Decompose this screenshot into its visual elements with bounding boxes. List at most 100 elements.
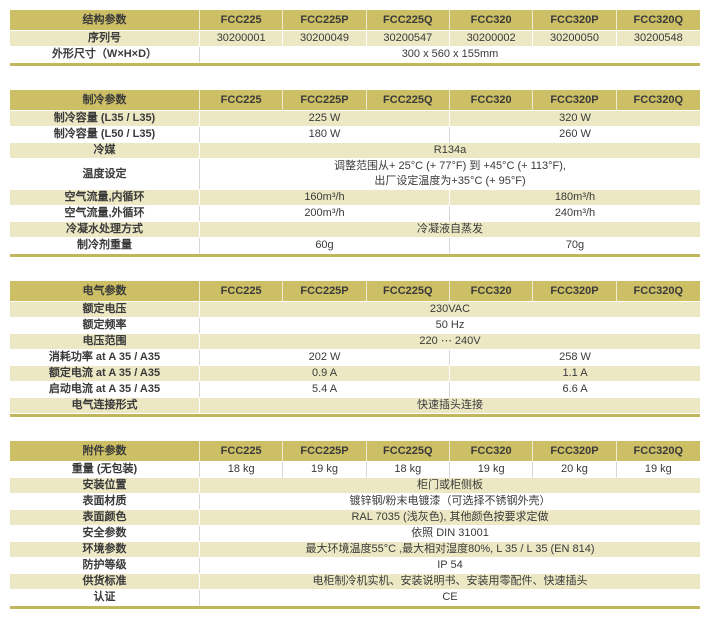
row-mounting-position: 安装位置 柜门或柜侧板 [10, 478, 700, 494]
power-value-320: 258 W [449, 350, 700, 366]
serial-value: 30200001 [200, 31, 284, 47]
serial-value: 30200049 [283, 31, 367, 47]
row-label: 外形尺寸（W×H×D） [10, 47, 200, 63]
row-label: 额定频率 [10, 318, 200, 334]
electrical-header-row: 电气参数 FCC225 FCC225P FCC225Q FCC320 FCC32… [10, 281, 700, 302]
weight-value: 18 kg [200, 462, 284, 478]
row-label: 环境参数 [10, 542, 200, 558]
airflow-value-320: 240m³/h [449, 206, 700, 222]
model-column-header: FCC225 [200, 441, 284, 462]
section-structure: 结构参数 FCC225 FCC225P FCC225Q FCC320 FCC32… [10, 10, 700, 66]
row-label: 电气连接形式 [10, 398, 200, 414]
row-label: 防护等级 [10, 558, 200, 574]
section-cooling: 制冷参数 FCC225 FCC225P FCC225Q FCC320 FCC32… [10, 90, 700, 257]
structure-header-row: 结构参数 FCC225 FCC225P FCC225Q FCC320 FCC32… [10, 10, 700, 31]
model-column-header: FCC320Q [616, 10, 700, 31]
model-column-header: FCC320 [449, 10, 534, 31]
section-title-cooling: 制冷参数 [10, 90, 200, 111]
row-label: 表面材质 [10, 494, 200, 510]
row-label: 安装位置 [10, 478, 200, 494]
capacity-value-225: 180 W [200, 127, 450, 143]
model-column-header: FCC320P [533, 281, 617, 302]
row-label: 表面颜色 [10, 510, 200, 526]
model-column-header: FCC225 [200, 90, 284, 111]
safety-value: 依照 DIN 31001 [200, 526, 700, 542]
cooling-table: 制冷参数 FCC225 FCC225P FCC225Q FCC320 FCC32… [10, 90, 700, 254]
model-column-header: FCC225Q [366, 281, 450, 302]
model-column-header: FCC320 [449, 90, 534, 111]
row-label: 制冷剂重量 [10, 238, 200, 254]
rated-voltage-value: 230VAC [200, 302, 700, 318]
serial-value: 30200050 [533, 31, 617, 47]
model-column-header: FCC225 [200, 10, 284, 31]
environment-value: 最大环境温度55°C ,最大相对湿度80%, L 35 / L 35 (EN 8… [200, 542, 700, 558]
row-label: 启动电流 at A 35 / A35 [10, 382, 200, 398]
row-label: 认证 [10, 590, 200, 606]
power-value-225: 202 W [200, 350, 450, 366]
row-label: 温度设定 [10, 159, 200, 190]
section-electrical: 电气参数 FCC225 FCC225P FCC225Q FCC320 FCC32… [10, 281, 700, 417]
row-dimensions: 外形尺寸（W×H×D） 300 x 560 x 155mm [10, 47, 700, 63]
row-cooling-capacity-l50: 制冷容量 (L50 / L35) 180 W 260 W [10, 127, 700, 143]
row-surface-material: 表面材质 镀锌钢/粉末电镀漆（可选择不锈钢外壳） [10, 494, 700, 510]
weight-value: 19 kg [283, 462, 367, 478]
model-column-header: FCC225P [283, 441, 367, 462]
starting-current-320: 6.6 A [449, 382, 700, 398]
weight-value: 19 kg [449, 462, 534, 478]
refrigerant-weight-225: 60g [200, 238, 450, 254]
row-label: 安全参数 [10, 526, 200, 542]
model-column-header: FCC320P [533, 10, 617, 31]
airflow-value-225: 160m³/h [200, 190, 450, 206]
row-safety: 安全参数 依照 DIN 31001 [10, 526, 700, 542]
row-condensate-handling: 冷凝水处理方式 冷凝液自蒸发 [10, 222, 700, 238]
row-label: 制冷容量 (L50 / L35) [10, 127, 200, 143]
factory-setting-line: 出厂设定温度为+35°C (+ 95°F) [374, 175, 526, 187]
electrical-table: 电气参数 FCC225 FCC225P FCC225Q FCC320 FCC32… [10, 281, 700, 414]
row-label: 电压范围 [10, 334, 200, 350]
model-column-header: FCC225P [283, 10, 367, 31]
row-label: 空气流量,外循环 [10, 206, 200, 222]
voltage-range-value: 220 ⋯ 240V [200, 334, 700, 350]
row-protection-rating: 防护等级 IP 54 [10, 558, 700, 574]
model-column-header: FCC225Q [366, 10, 450, 31]
model-column-header: FCC320Q [616, 90, 700, 111]
mounting-value: 柜门或柜侧板 [200, 478, 700, 494]
delivery-value: 电柜制冷机实机、安装说明书、安装用零配件、快速插头 [200, 574, 700, 590]
weight-value: 19 kg [616, 462, 700, 478]
protection-value: IP 54 [200, 558, 700, 574]
weight-value: 18 kg [366, 462, 450, 478]
row-voltage-range: 电压范围 220 ⋯ 240V [10, 334, 700, 350]
row-cooling-capacity-l35: 制冷容量 (L35 / L35) 225 W 320 W [10, 111, 700, 127]
temperature-setting-value: 调整范围从+ 25°C (+ 77°F) 到 +45°C (+ 113°F), … [200, 159, 700, 190]
airflow-value-225: 200m³/h [200, 206, 450, 222]
serial-value: 30200002 [449, 31, 534, 47]
rated-current-225: 0.9 A [200, 366, 450, 382]
row-rated-voltage: 额定电压 230VAC [10, 302, 700, 318]
model-column-header: FCC225Q [366, 90, 450, 111]
row-label: 供货标准 [10, 574, 200, 590]
row-serial-number: 序列号 30200001 30200049 30200547 30200002 … [10, 31, 700, 47]
model-column-header: FCC320 [449, 441, 534, 462]
capacity-value-320: 320 W [449, 111, 700, 127]
section-title-accessories: 附件参数 [10, 441, 200, 462]
row-label: 空气流量,内循环 [10, 190, 200, 206]
row-airflow-internal: 空气流量,内循环 160m³/h 180m³/h [10, 190, 700, 206]
section-title-structure: 结构参数 [10, 10, 200, 31]
row-environment: 环境参数 最大环境温度55°C ,最大相对湿度80%, L 35 / L 35 … [10, 542, 700, 558]
condensate-value: 冷凝液自蒸发 [200, 222, 700, 238]
weight-value: 20 kg [533, 462, 617, 478]
row-label: 重量 (无包装) [10, 462, 200, 478]
row-label: 消耗功率 at A 35 / A35 [10, 350, 200, 366]
row-label: 额定电流 at A 35 / A35 [10, 366, 200, 382]
model-column-header: FCC225P [283, 90, 367, 111]
row-temperature-setting: 温度设定 调整范围从+ 25°C (+ 77°F) 到 +45°C (+ 113… [10, 159, 700, 190]
row-label: 序列号 [10, 31, 200, 47]
model-column-header: FCC225 [200, 281, 284, 302]
model-column-header: FCC320Q [616, 281, 700, 302]
row-label: 额定电压 [10, 302, 200, 318]
row-refrigerant: 冷媒 R134a [10, 143, 700, 159]
model-column-header: FCC225P [283, 281, 367, 302]
model-column-header: FCC320Q [616, 441, 700, 462]
refrigerant-weight-320: 70g [449, 238, 700, 254]
